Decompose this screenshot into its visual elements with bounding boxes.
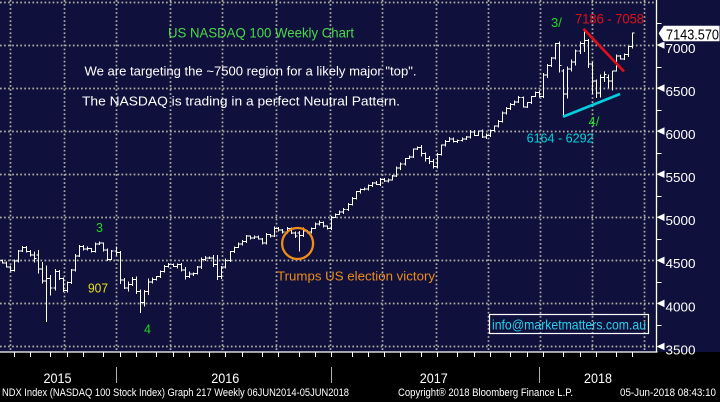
svg-text:6164 - 6292: 6164 - 6292 (527, 131, 594, 146)
svg-text:2018: 2018 (584, 370, 612, 386)
svg-text:The NASDAQ is trading in a per: The NASDAQ is trading in a perfect Neutr… (82, 94, 400, 109)
svg-text:7000: 7000 (666, 41, 696, 56)
svg-text:5500: 5500 (666, 170, 696, 185)
svg-text:2017: 2017 (420, 370, 448, 386)
svg-text:Copyright® 2018 Bloomberg Fina: Copyright® 2018 Bloomberg Finance L.P. (398, 387, 573, 399)
svg-text:4/: 4/ (589, 114, 600, 129)
svg-text:4000: 4000 (666, 299, 696, 314)
svg-text:7186 - 7058: 7186 - 7058 (575, 11, 644, 27)
svg-text:3500: 3500 (666, 342, 696, 357)
svg-text:4: 4 (144, 323, 151, 337)
svg-text:2016: 2016 (211, 370, 239, 386)
svg-text:6500: 6500 (666, 84, 696, 99)
svg-text:7143.570: 7143.570 (666, 27, 719, 43)
svg-text:4500: 4500 (666, 256, 696, 271)
svg-text:5000: 5000 (666, 213, 696, 228)
svg-text:3: 3 (96, 221, 103, 235)
svg-text:2015: 2015 (44, 370, 72, 386)
svg-text:NDX Index (NASDAQ 100 Stock In: NDX Index (NASDAQ 100 Stock Index) Graph… (2, 387, 349, 399)
svg-text:05-Jun-2018 08:43:10: 05-Jun-2018 08:43:10 (620, 387, 716, 399)
svg-text:Trumps US election victory: Trumps US election victory (277, 269, 436, 284)
svg-text:info@marketmatters.com.au: info@marketmatters.com.au (492, 317, 646, 333)
svg-text:6000: 6000 (666, 127, 696, 142)
svg-text:We are targeting the ~7500 reg: We are targeting the ~7500 region for a … (85, 64, 417, 79)
svg-text:907: 907 (88, 282, 108, 296)
svg-text:3/: 3/ (551, 15, 562, 30)
svg-text:US NASDAQ 100 Weekly Chart: US NASDAQ 100 Weekly Chart (168, 25, 354, 40)
